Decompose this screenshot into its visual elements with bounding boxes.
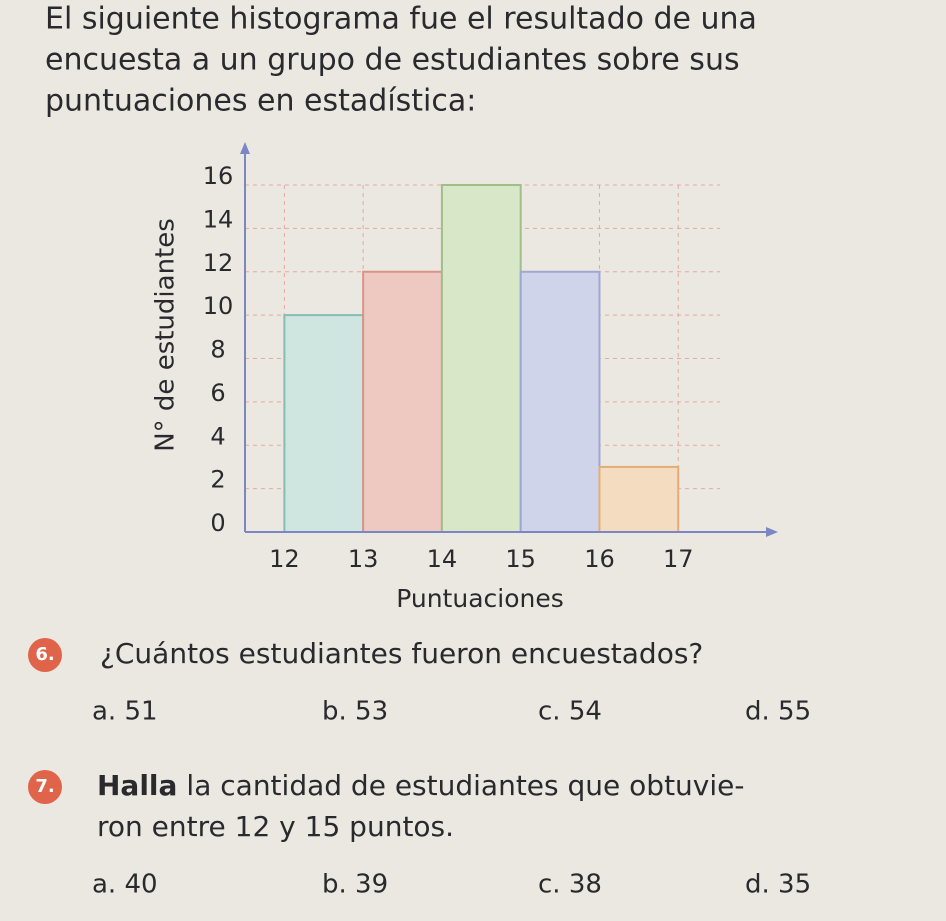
intro-line: encuesta a un grupo de estudiantes sobre… [45,43,740,78]
y-tick-label: 6 [210,379,225,407]
bar [598,465,680,533]
x-axis-label: Puntuaciones [396,584,564,613]
x-tick-label: 16 [584,545,615,573]
y-tick-label: 4 [210,422,225,450]
question-text: ¿Cuántos estudiantes fueron encuestados? [100,637,703,670]
option: b. 39 [322,870,388,900]
option: d. 35 [745,870,811,900]
option: c. 38 [538,870,602,900]
x-tick-label: 15 [505,545,536,573]
bar [362,270,443,533]
option: a. 51 [92,697,158,727]
x-tick-label: 17 [663,545,694,573]
intro-line: El siguiente histograma fue el resultado… [45,2,757,37]
question-number: 6. [35,644,54,665]
y-tick-label: 0 [210,509,225,537]
question-badge [28,638,62,672]
intro-line: puntuaciones en estadística: [45,84,476,119]
question-text: la cantidad de estudiantes que obtuvie- [186,769,744,802]
y-tick-label: 8 [210,336,225,364]
y-tick-label: 14 [203,205,234,233]
option: d. 55 [745,697,811,727]
bar [440,184,522,533]
question-emphasis: Halla [97,769,177,802]
x-tick-label: 12 [269,545,300,573]
y-axis-label: N° de estudiantes [151,218,181,452]
y-tick-label: 2 [210,466,225,494]
y-tick-label: 12 [203,249,234,277]
x-tick-label: 13 [348,545,379,573]
bar [283,314,365,533]
x-axis-arrow [766,527,778,537]
option: b. 53 [322,697,388,727]
option: a. 40 [92,870,158,900]
bar [519,270,601,533]
y-tick-label: 10 [203,292,234,320]
option: c. 54 [538,697,602,727]
y-tick-label: 16 [203,162,234,190]
question-number: 7. [35,776,54,797]
question-text: ron entre 12 y 15 puntos. [97,810,454,843]
question-badge [28,770,62,804]
y-axis-arrow [240,142,250,154]
x-tick-label: 14 [427,545,458,573]
